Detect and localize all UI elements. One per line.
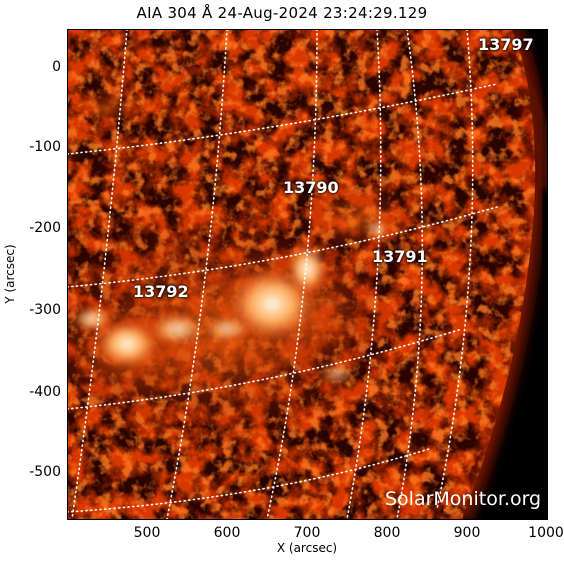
active-region-label: 13790 (283, 178, 339, 197)
solar-image (67, 29, 547, 519)
active-region-label: 13792 (133, 282, 189, 301)
y-tick-label: -100 (29, 139, 61, 155)
x-tick-label: 1000 (528, 525, 564, 541)
watermark: SolarMonitor.org (385, 488, 542, 510)
x-tick-label: 700 (293, 525, 321, 541)
y-tick-label: -200 (29, 220, 61, 236)
active-region-label: 13791 (372, 247, 428, 266)
solar-disk-image (67, 29, 547, 519)
x-tick-label: 900 (453, 525, 481, 541)
y-tick-label: -400 (29, 384, 61, 400)
x-axis-label: X (arcsec) (276, 541, 338, 555)
y-tick-label: -300 (29, 302, 61, 318)
y-axis-label: Y (arcsec) (3, 244, 17, 304)
y-tick-label: 0 (52, 59, 61, 75)
plot-title: AIA 304 Å 24-Aug-2024 23:24:29.129 (136, 4, 428, 22)
x-tick-label: 600 (213, 525, 241, 541)
x-tick-label: 800 (373, 525, 401, 541)
active-region-label: 13797 (478, 35, 534, 54)
heliographic-grid (67, 29, 498, 519)
x-tick-label: 500 (133, 525, 161, 541)
y-tick-label: -500 (29, 464, 61, 480)
